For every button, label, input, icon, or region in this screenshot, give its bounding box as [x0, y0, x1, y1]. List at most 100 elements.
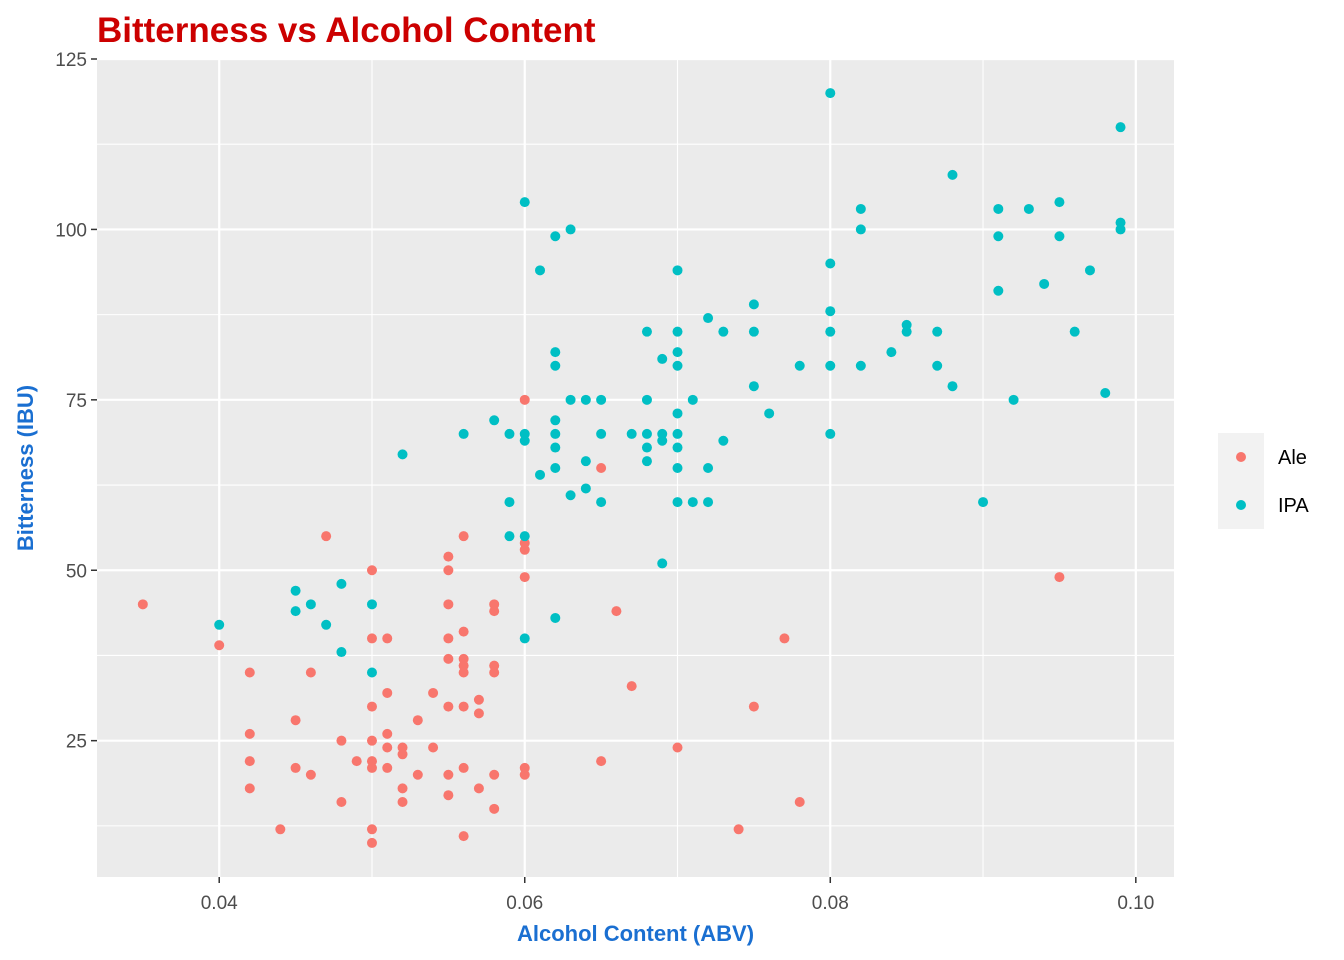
point-ipa: [596, 428, 607, 439]
point-ipa: [855, 224, 866, 235]
point-ipa: [687, 497, 698, 508]
point-ipa: [993, 203, 1004, 214]
point-ipa: [550, 463, 561, 473]
point-ipa: [550, 415, 561, 426]
point-ipa: [580, 456, 591, 467]
point-ale: [443, 633, 454, 644]
point-ipa: [458, 428, 469, 439]
point-ale: [290, 715, 301, 726]
point-ipa: [855, 360, 866, 371]
point-ale: [382, 687, 393, 698]
x-tick-label: 0.06: [506, 893, 543, 914]
point-ipa: [519, 633, 530, 644]
point-ale: [779, 633, 790, 644]
point-ipa: [825, 88, 836, 99]
point-ipa: [1100, 388, 1111, 399]
point-ipa: [596, 394, 607, 405]
point-ipa: [947, 381, 958, 392]
point-ale: [748, 701, 759, 712]
point-ipa: [336, 578, 347, 589]
point-ale: [458, 831, 469, 842]
point-ale: [489, 667, 500, 678]
point-ipa: [641, 428, 652, 439]
point-ipa: [825, 428, 836, 439]
point-ipa: [504, 531, 515, 542]
point-ipa: [748, 326, 759, 337]
point-ipa: [641, 442, 652, 453]
point-ale: [351, 756, 362, 767]
legend-label-ale: Ale: [1278, 447, 1307, 469]
point-ale: [519, 572, 530, 583]
point-ipa: [1054, 231, 1065, 242]
point-ipa: [672, 360, 683, 371]
point-ale: [443, 599, 454, 610]
point-ipa: [336, 647, 347, 658]
point-ipa: [703, 313, 714, 324]
legend-symbol-ipa: [1236, 500, 1246, 510]
point-ipa: [504, 497, 515, 508]
point-ipa: [1115, 224, 1126, 235]
point-ale: [611, 606, 622, 617]
point-ipa: [1054, 197, 1065, 208]
point-ipa: [565, 394, 576, 405]
point-ipa: [672, 265, 683, 276]
point-ale: [1054, 572, 1065, 583]
point-ipa: [672, 463, 683, 473]
point-ale: [733, 824, 744, 835]
point-ale: [458, 762, 469, 773]
point-ale: [382, 762, 393, 773]
point-ale: [321, 531, 332, 542]
point-ale: [519, 544, 530, 555]
axis-tick-labels: 0.04 0.06 0.08 0.10 25 50 75 100 125: [55, 50, 1154, 914]
point-ipa: [305, 599, 316, 610]
point-ale: [473, 694, 484, 705]
point-ipa: [825, 326, 836, 337]
point-ipa: [672, 347, 683, 358]
x-tick-label: 0.10: [1117, 893, 1154, 914]
point-ale: [305, 667, 316, 678]
point-ale: [397, 749, 408, 760]
point-ale: [443, 769, 454, 780]
point-ale: [596, 756, 607, 767]
point-ipa: [886, 347, 897, 358]
point-ale: [244, 728, 255, 739]
point-ipa: [672, 428, 683, 439]
point-ale: [443, 551, 454, 562]
point-ipa: [672, 497, 683, 508]
point-ipa: [947, 169, 958, 180]
point-ipa: [550, 347, 561, 358]
point-ale: [794, 797, 805, 808]
y-tick-label: 75: [66, 391, 87, 412]
point-ale: [443, 790, 454, 801]
point-ipa: [641, 456, 652, 467]
point-ipa: [718, 326, 729, 337]
point-ale: [382, 633, 393, 644]
point-ipa: [825, 306, 836, 317]
point-ipa: [825, 360, 836, 371]
point-ale: [137, 599, 148, 610]
point-ipa: [993, 285, 1004, 296]
point-ipa: [748, 381, 759, 392]
point-ale: [244, 783, 255, 794]
point-ale: [366, 824, 377, 835]
point-ipa: [825, 258, 836, 269]
y-tick-label: 125: [55, 50, 87, 71]
major-gridlines: [97, 57, 1174, 877]
point-ale: [428, 742, 439, 753]
point-ale: [366, 735, 377, 746]
point-ipa: [565, 224, 576, 235]
point-ale: [489, 769, 500, 780]
point-ale: [473, 783, 484, 794]
point-ale: [366, 633, 377, 644]
point-ipa: [565, 490, 576, 501]
point-ipa: [489, 415, 500, 426]
point-ipa: [657, 435, 668, 446]
point-ipa: [978, 497, 989, 508]
point-ale: [473, 708, 484, 719]
point-ipa: [550, 442, 561, 453]
point-ipa: [366, 667, 377, 678]
x-tick-label: 0.08: [812, 893, 849, 914]
point-ipa: [1039, 278, 1050, 289]
point-ipa: [626, 428, 637, 439]
point-ipa: [290, 606, 301, 617]
